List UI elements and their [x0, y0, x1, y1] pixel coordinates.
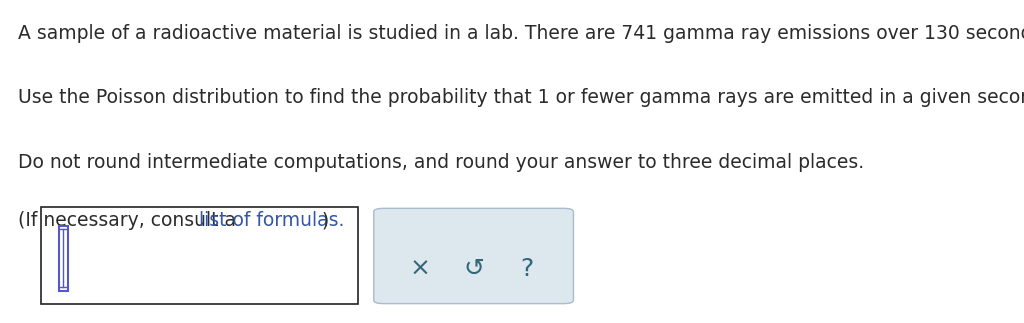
Text: (If necessary, consult a: (If necessary, consult a	[18, 211, 243, 230]
Text: ↺: ↺	[463, 257, 484, 281]
Text: A sample of a radioactive material is studied in a lab. There are 741 gamma ray : A sample of a radioactive material is st…	[18, 24, 1024, 43]
Text: Do not round intermediate computations, and round your answer to three decimal p: Do not round intermediate computations, …	[18, 153, 864, 172]
Text: ×: ×	[410, 257, 430, 281]
Text: Use the Poisson distribution to find the probability that 1 or fewer gamma rays : Use the Poisson distribution to find the…	[18, 89, 1024, 107]
Text: ): )	[322, 211, 329, 230]
Text: list of formulas.: list of formulas.	[199, 211, 344, 230]
Text: ?: ?	[521, 257, 534, 281]
